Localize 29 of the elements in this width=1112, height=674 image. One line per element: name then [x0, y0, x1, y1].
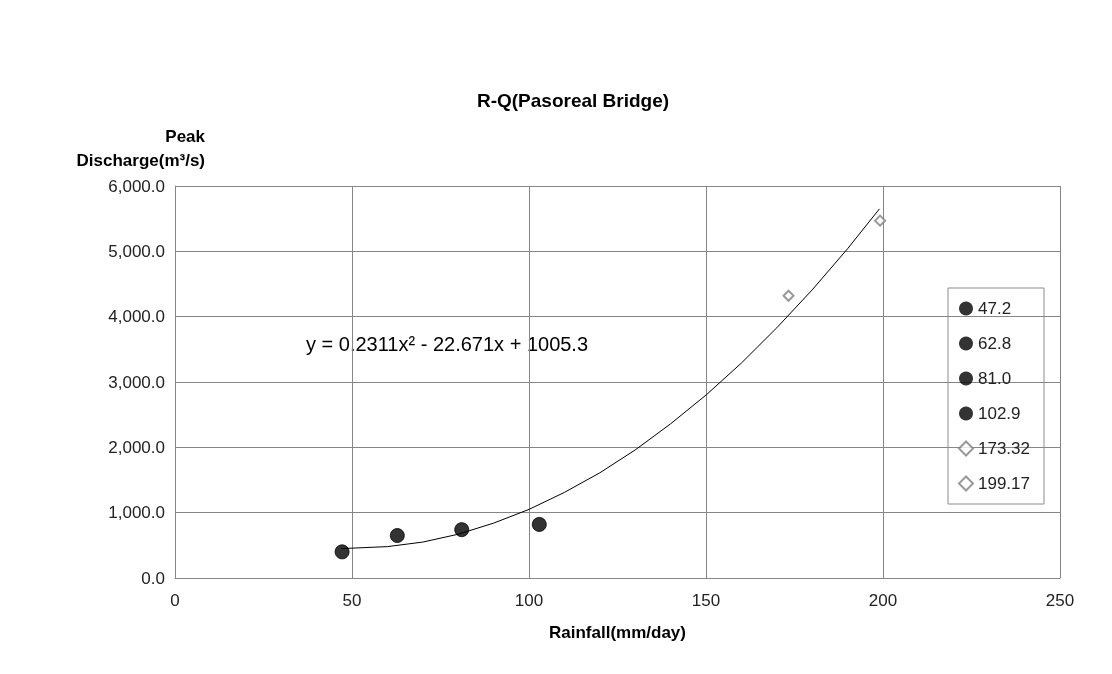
point — [531, 516, 547, 532]
point — [454, 522, 470, 538]
y-tick-label: 1,000.0 — [108, 503, 165, 523]
legend-label: 102.9 — [978, 404, 1021, 423]
y-axis-title: Peak Discharge(m³/s) — [76, 126, 206, 170]
legend-label: 47.2 — [978, 299, 1012, 318]
x-tick-label: 0 — [170, 591, 180, 610]
y-tick-label: 2,000.0 — [108, 437, 165, 457]
legend-label: 199.17 — [978, 474, 1030, 493]
point — [782, 289, 795, 302]
y-tick-label: 5,000.0 — [108, 241, 165, 261]
annotation: y = 0.2311x² - 22.671x + 1005.3 — [306, 333, 589, 355]
x-tick-label: 50 — [342, 591, 362, 610]
legend-label: 81.0 — [978, 369, 1012, 388]
x-tick-label: 100 — [514, 591, 544, 610]
y-tick-label: 3,000.0 — [108, 372, 165, 392]
x-tick-label: 200 — [868, 591, 898, 610]
x-tick-label: 150 — [691, 591, 721, 610]
point — [334, 544, 350, 560]
legend-label: 62.8 — [978, 334, 1012, 353]
x-axis-title: Rainfall(mm/day) — [549, 623, 686, 642]
y-tick-label: 0.0 — [141, 568, 165, 588]
x-tick-label: 250 — [1045, 591, 1075, 610]
point — [874, 214, 887, 227]
legend-label: 173.32 — [978, 439, 1030, 458]
y-tick-label: 4,000.0 — [108, 307, 165, 327]
chart-title: R-Q(Pasoreal Bridge) — [476, 90, 670, 111]
y-tick-label: 6,000.0 — [108, 176, 165, 196]
point — [389, 528, 405, 544]
